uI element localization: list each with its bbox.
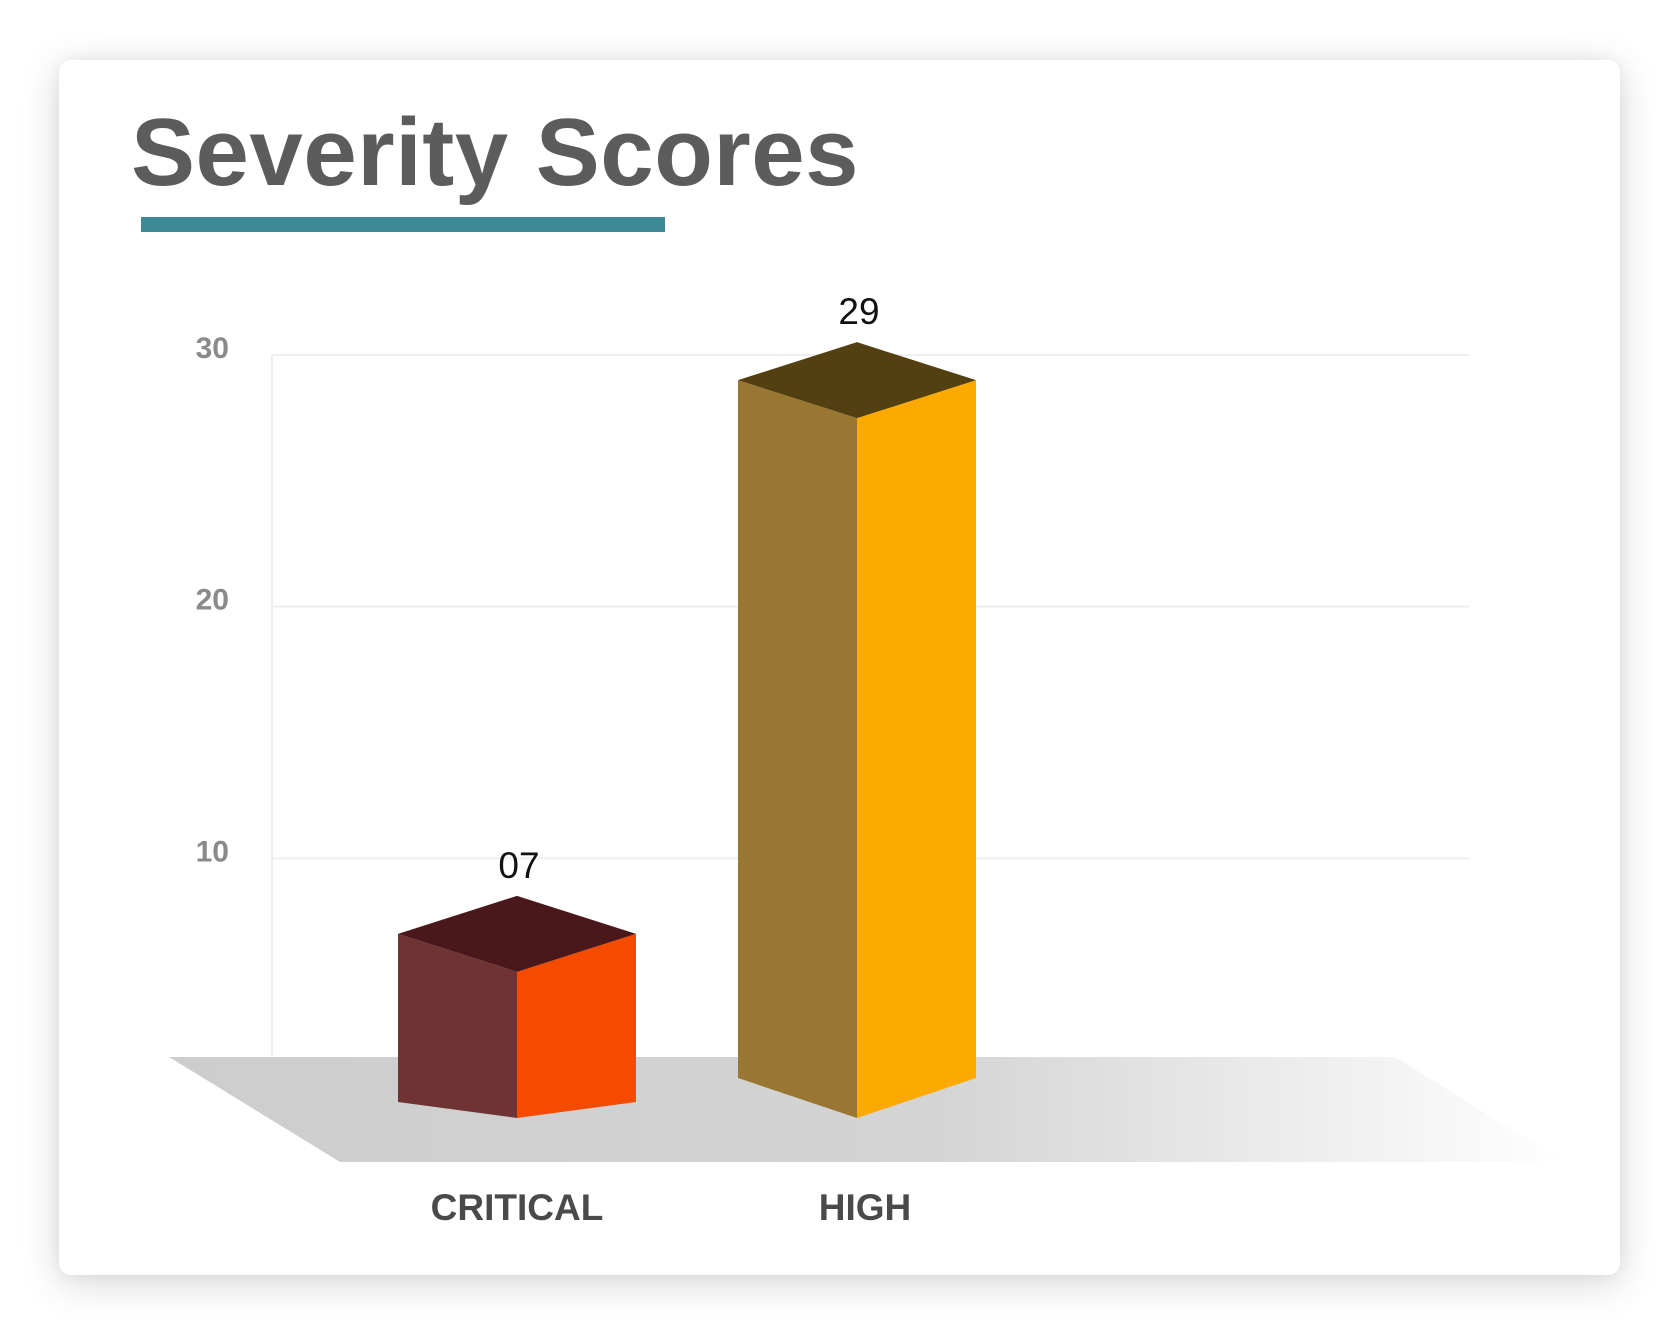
bar-critical xyxy=(398,895,636,1118)
bar-high xyxy=(738,342,976,1119)
bar-front-face xyxy=(857,380,976,1119)
bar-left-face xyxy=(738,380,857,1119)
title-underline xyxy=(141,217,665,232)
category-label-critical: CRITICAL xyxy=(431,1187,604,1228)
category-label-high: HIGH xyxy=(819,1187,912,1228)
y-tick-label-30: 30 xyxy=(196,332,229,365)
bar-left-face xyxy=(398,933,517,1118)
y-tick-label-20: 20 xyxy=(196,584,229,617)
chart-title: Severity Scores xyxy=(131,99,859,206)
value-label-critical: 07 xyxy=(498,845,539,886)
y-tick-label-10: 10 xyxy=(196,835,229,868)
value-label-high: 29 xyxy=(838,291,879,332)
bar-top-face xyxy=(398,895,636,972)
bar-chart: 10 20 30 07 CRITICAL 29 HIGH xyxy=(169,291,1564,1228)
bar-top-face xyxy=(738,342,976,419)
bar-front-face xyxy=(517,933,636,1118)
chart-card: Severity Scores 10 20 30 07 CRITICAL 29 HIGH xyxy=(59,60,1620,1275)
